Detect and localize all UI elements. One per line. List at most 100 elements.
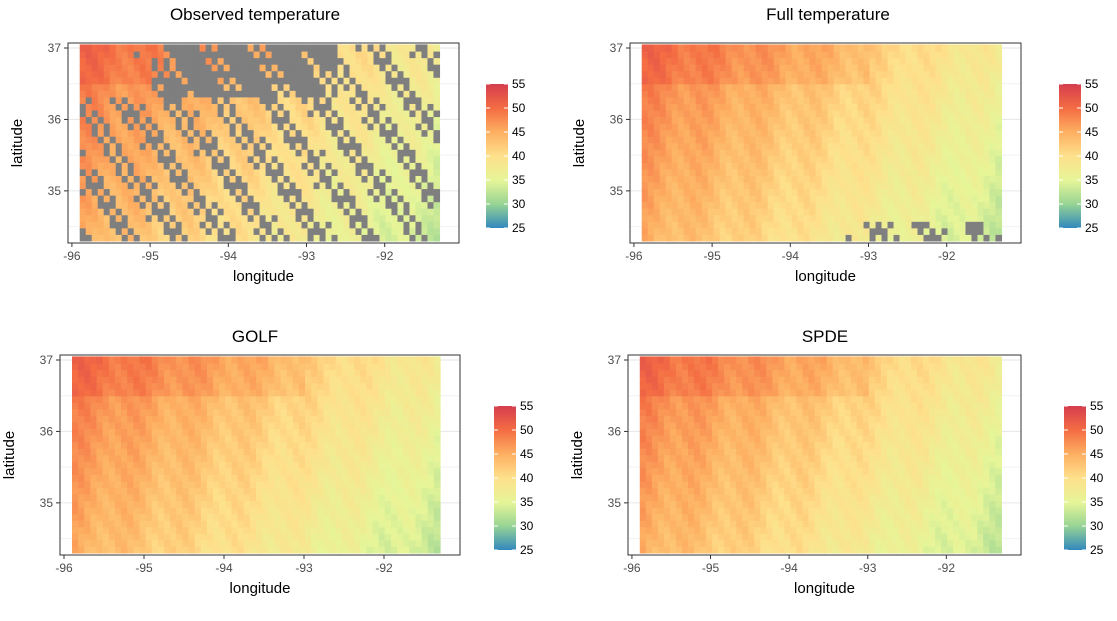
heatmap-cell bbox=[325, 57, 333, 65]
heatmap-cell bbox=[200, 435, 208, 443]
heatmap-cell bbox=[206, 376, 214, 384]
heatmap-cell bbox=[229, 136, 237, 144]
heatmap-cell bbox=[194, 526, 202, 534]
heatmap-cell bbox=[737, 227, 745, 235]
heatmap-cell bbox=[96, 382, 104, 390]
heatmap-cell bbox=[743, 188, 751, 196]
heatmap-cell bbox=[139, 90, 147, 98]
heatmap-cell bbox=[307, 109, 315, 118]
heatmap-cell bbox=[989, 142, 997, 150]
heatmap-cell bbox=[677, 195, 685, 203]
heatmap-cell bbox=[653, 149, 661, 157]
heatmap-cell bbox=[881, 221, 889, 229]
heatmap-cell bbox=[409, 90, 417, 98]
heatmap-cell bbox=[749, 234, 757, 242]
heatmap-cell bbox=[391, 116, 399, 124]
heatmap-cell bbox=[827, 234, 835, 242]
heatmap-cell bbox=[755, 149, 763, 157]
heatmap-cell bbox=[313, 96, 321, 104]
heatmap-cell bbox=[755, 214, 763, 222]
heatmap-cell bbox=[379, 188, 387, 196]
heatmap-cell bbox=[127, 234, 135, 242]
heatmap-cell bbox=[367, 123, 375, 131]
heatmap-cell bbox=[217, 70, 225, 78]
heatmap-cell bbox=[409, 109, 417, 118]
heatmap-cell bbox=[653, 83, 661, 91]
heatmap-cell bbox=[391, 142, 399, 150]
heatmap-cell bbox=[241, 90, 249, 98]
heatmap-cell bbox=[114, 533, 122, 541]
heatmap-cell bbox=[301, 221, 309, 229]
heatmap-cell bbox=[677, 221, 685, 229]
heatmap-cell bbox=[313, 227, 321, 235]
heatmap-cell bbox=[995, 83, 1003, 91]
heatmap-cell bbox=[311, 369, 318, 377]
heatmap-cell bbox=[200, 382, 208, 390]
heatmap-cell bbox=[249, 467, 257, 475]
heatmap-cell bbox=[219, 395, 226, 403]
heatmap-cell bbox=[229, 83, 237, 91]
heatmap-cell bbox=[102, 376, 110, 384]
heatmap-cell bbox=[761, 103, 769, 111]
heatmap-cell bbox=[349, 234, 357, 242]
heatmap-cell bbox=[223, 142, 231, 150]
heatmap-cell bbox=[845, 103, 853, 111]
heatmap-cell bbox=[869, 70, 877, 78]
heatmap-cell bbox=[187, 142, 195, 150]
heatmap-cell bbox=[243, 513, 251, 521]
heatmap-cell bbox=[109, 175, 117, 183]
heatmap-cell bbox=[292, 369, 300, 377]
heatmap-cell bbox=[857, 70, 865, 78]
heatmap-cell bbox=[875, 44, 883, 52]
heatmap-cell bbox=[701, 70, 709, 78]
heatmap-cell bbox=[815, 70, 823, 78]
heatmap-cell bbox=[235, 181, 243, 190]
heatmap-cell bbox=[235, 77, 243, 85]
heatmap-cell bbox=[274, 520, 282, 528]
heatmap-cell bbox=[295, 44, 303, 52]
heatmap-cell bbox=[259, 123, 267, 131]
heatmap-cell bbox=[947, 44, 955, 52]
heatmap-cell bbox=[863, 44, 871, 52]
heatmap-cell bbox=[773, 142, 781, 150]
heatmap-cell bbox=[923, 136, 931, 144]
heatmap-cell bbox=[305, 356, 312, 364]
heatmap-cell bbox=[256, 480, 263, 488]
heatmap-cell bbox=[893, 181, 901, 190]
heatmap-cell bbox=[953, 149, 961, 157]
heatmap-cell bbox=[791, 96, 799, 104]
heatmap-cell bbox=[731, 234, 739, 242]
heatmap-cell bbox=[188, 356, 196, 364]
heatmap-cell bbox=[421, 44, 429, 52]
heatmap-cell bbox=[677, 77, 685, 85]
heatmap-cell bbox=[809, 195, 817, 203]
heatmap-cell bbox=[773, 214, 781, 222]
heatmap-cell bbox=[947, 221, 955, 229]
heatmap-cell bbox=[219, 467, 226, 475]
heatmap-cell bbox=[90, 395, 98, 403]
heatmap-cell bbox=[108, 389, 116, 397]
heatmap-cell bbox=[231, 513, 239, 521]
heatmap-cell bbox=[121, 448, 128, 456]
heatmap-cell bbox=[415, 109, 423, 118]
heatmap-cell bbox=[108, 356, 116, 364]
heatmap-cell bbox=[905, 208, 913, 216]
heatmap-cell bbox=[223, 221, 231, 229]
heatmap-cell bbox=[84, 428, 91, 436]
heatmap-cell bbox=[283, 123, 291, 131]
heatmap-cell bbox=[271, 181, 279, 190]
heatmap-cell bbox=[379, 77, 387, 85]
heatmap-cell bbox=[170, 507, 177, 515]
heatmap-cell bbox=[127, 123, 135, 131]
heatmap-cell bbox=[647, 214, 655, 222]
heatmap-cell bbox=[84, 454, 91, 462]
heatmap-cell bbox=[665, 109, 673, 118]
heatmap-cell bbox=[211, 221, 219, 229]
heatmap-cell bbox=[971, 155, 979, 163]
heatmap-cell bbox=[355, 195, 363, 203]
heatmap-cell bbox=[983, 208, 991, 216]
heatmap-cell bbox=[96, 500, 104, 508]
heatmap-cell bbox=[96, 448, 104, 456]
heatmap-cell bbox=[163, 155, 171, 163]
heatmap-cell bbox=[791, 234, 799, 242]
